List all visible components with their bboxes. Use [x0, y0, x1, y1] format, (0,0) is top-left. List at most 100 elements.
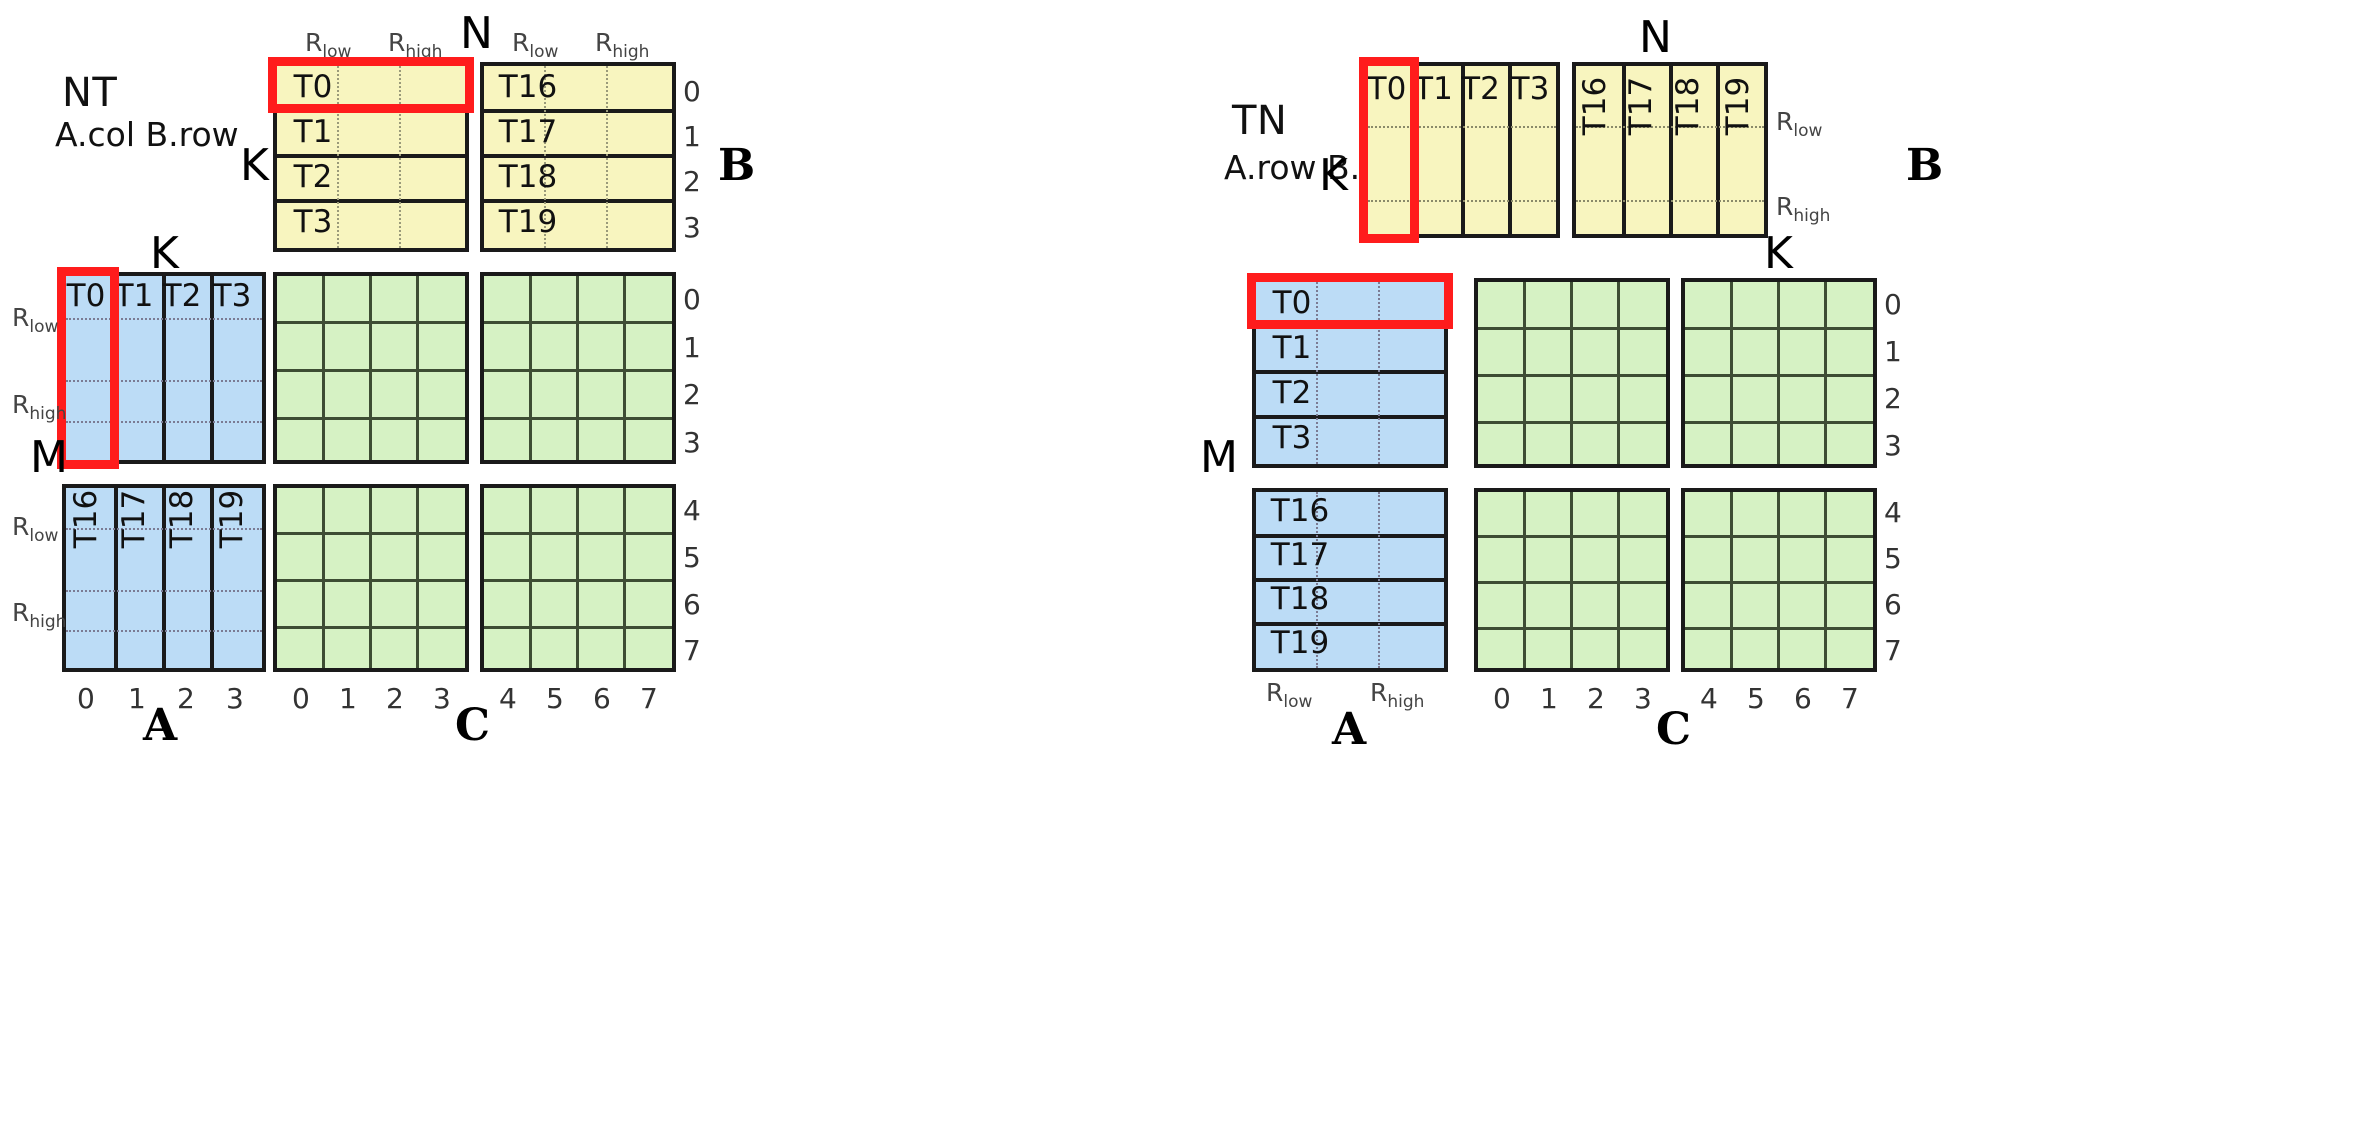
b-tile-t19-nt: T19 — [498, 204, 558, 240]
matrix-name-c-tn: C — [1656, 704, 1692, 755]
c-col-index-1-tn: 1 — [1540, 682, 1558, 715]
a-tile-t16-tn: T16 — [1270, 493, 1330, 529]
c-col-index-2-nt: 2 — [386, 682, 404, 715]
a-col-group-rhigh-tn: Rhigh — [1370, 678, 1425, 712]
c-row-index-3-nt: 3 — [683, 426, 701, 459]
highlight-b-t0-tn — [1359, 57, 1419, 243]
matrix-name-b-tn: B — [1906, 140, 1944, 191]
c-row-index-1-tn: 1 — [1884, 335, 1902, 368]
matrix-b-block2-tn — [1572, 62, 1768, 238]
c-row-index-4-tn: 4 — [1884, 496, 1902, 529]
b-tile-t16-nt: T16 — [498, 69, 558, 105]
c-row-index-6-nt: 6 — [683, 588, 701, 621]
c-row-index-6-tn: 6 — [1884, 588, 1902, 621]
b-tile-t17-nt: T17 — [498, 114, 558, 150]
highlight-a-t0-tn — [1247, 273, 1453, 329]
a-tile-t1-tn: T1 — [1272, 330, 1312, 366]
c-col-index-6-tn: 6 — [1794, 682, 1812, 715]
matrix-c-block-tl-tn — [1474, 278, 1670, 468]
mode-title-nt: NT — [62, 70, 118, 116]
c-row-index-7-nt: 7 — [683, 634, 701, 667]
c-col-index-7-tn: 7 — [1841, 682, 1859, 715]
a-tile-t17-tn: T17 — [1270, 537, 1330, 573]
a-tile-t19-nt: T19 — [214, 489, 251, 549]
matrix-c-block-tr-tn — [1681, 278, 1877, 468]
c-col-index-5-tn: 5 — [1747, 682, 1765, 715]
b-row-index-2-nt: 2 — [683, 165, 701, 198]
a-tile-t0-tn: T0 — [1272, 285, 1312, 321]
c-col-index-3-nt: 3 — [433, 682, 451, 715]
c-row-index-2-tn: 2 — [1884, 382, 1902, 415]
c-row-index-2-nt: 2 — [683, 378, 701, 411]
b-tile-t19-tn: T19 — [1720, 76, 1757, 136]
c-col-index-2-tn: 2 — [1587, 682, 1605, 715]
b-row-index-0-nt: 0 — [683, 75, 701, 108]
a-col-group-rlow-tn: Rlow — [1266, 678, 1313, 712]
matrix-name-b-nt: B — [718, 140, 756, 191]
c-row-index-3-tn: 3 — [1884, 429, 1902, 462]
matrix-b-block2-nt — [480, 62, 676, 252]
c-col-index-3-tn: 3 — [1634, 682, 1652, 715]
matrix-a-block2-tn — [1252, 488, 1448, 672]
b-col-group-rhigh2-nt: Rhigh — [595, 28, 650, 62]
c-col-index-5-nt: 5 — [546, 682, 564, 715]
matrix-c-block-tr-nt — [480, 272, 676, 464]
c-row-index-0-nt: 0 — [683, 283, 701, 316]
a-col-index-3-nt: 3 — [226, 682, 244, 715]
c-col-index-4-nt: 4 — [499, 682, 517, 715]
b-row-group-rhigh-tn: Rhigh — [1776, 192, 1831, 226]
dim-label-k-a-tn: K — [1764, 228, 1793, 279]
dim-label-k-b-nt: K — [240, 140, 269, 191]
dim-label-n-nt: N — [460, 8, 493, 59]
matrix-c-block-bl-nt — [273, 484, 469, 672]
a-col-index-1-nt: 1 — [128, 682, 146, 715]
c-row-index-1-nt: 1 — [683, 331, 701, 364]
c-col-index-0-nt: 0 — [292, 682, 310, 715]
b-tile-t1-tn: T1 — [1414, 71, 1453, 107]
b-tile-t17-tn: T17 — [1623, 76, 1660, 136]
c-col-index-4-tn: 4 — [1700, 682, 1718, 715]
matrix-name-a-nt: A — [143, 700, 178, 751]
a-tile-t18-nt: T18 — [164, 489, 201, 549]
c-row-index-4-nt: 4 — [683, 494, 701, 527]
a-tile-t18-tn: T18 — [1270, 581, 1330, 617]
b-tile-t3-tn: T3 — [1510, 71, 1550, 107]
matrix-name-a-tn: A — [1332, 704, 1367, 755]
b-tile-t2-nt: T2 — [293, 159, 333, 195]
a-row-group-rlow2-nt: Rlow — [12, 512, 59, 546]
a-tile-t16-nt: T16 — [68, 489, 105, 549]
c-col-index-1-nt: 1 — [339, 682, 357, 715]
b-row-index-3-nt: 3 — [683, 211, 701, 244]
c-row-index-0-tn: 0 — [1884, 288, 1902, 321]
b-tile-t0-tn: T0 — [1367, 71, 1407, 107]
a-tile-t0-nt: T0 — [66, 278, 106, 314]
matrix-name-c-nt: C — [455, 700, 491, 751]
dim-label-m-nt: M — [30, 432, 68, 483]
highlight-a-t0-nt — [57, 267, 119, 469]
matrix-a-block2-nt — [62, 484, 266, 672]
c-row-index-5-nt: 5 — [683, 541, 701, 574]
b-tile-t1-nt: T1 — [293, 114, 333, 150]
b-tile-t16-tn: T16 — [1577, 76, 1614, 136]
matrix-a-block1-tn — [1252, 278, 1448, 468]
c-row-index-5-tn: 5 — [1884, 542, 1902, 575]
b-tile-t3-nt: T3 — [293, 204, 333, 240]
b-tile-t18-tn: T18 — [1670, 76, 1707, 136]
dim-label-m-tn: M — [1200, 432, 1238, 483]
c-col-index-0-tn: 0 — [1493, 682, 1511, 715]
dim-label-k-a-nt: K — [150, 228, 179, 279]
b-tile-t18-nt: T18 — [498, 159, 558, 195]
mode-title-tn: TN — [1232, 98, 1288, 144]
matrix-c-block-bl-tn — [1474, 488, 1670, 672]
a-row-group-rhigh2-nt: Rhigh — [12, 598, 67, 632]
c-row-index-7-tn: 7 — [1884, 634, 1902, 667]
b-tile-t0-nt: T0 — [293, 69, 333, 105]
dim-label-k-b-tn: K — [1319, 150, 1348, 201]
b-tile-t2-tn: T2 — [1461, 71, 1500, 107]
matrix-c-block-br-tn — [1681, 488, 1877, 672]
matrix-c-block-br-nt — [480, 484, 676, 672]
panel-tn: TN A.row B.col N K T0 T1 T2 T3 T16 T17 T… — [1184, 0, 2368, 1142]
c-col-index-7-nt: 7 — [640, 682, 658, 715]
highlight-b-t0-nt — [268, 57, 474, 113]
matrix-c-block-tl-nt — [273, 272, 469, 464]
